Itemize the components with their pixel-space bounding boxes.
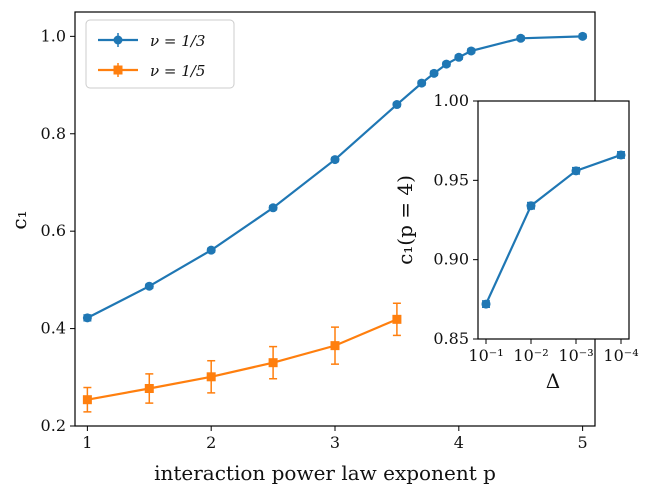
main-x-tick-label: 4: [454, 433, 464, 452]
inset-plot-frame: [477, 100, 630, 340]
main-y-tick-label: 0.4: [41, 319, 66, 338]
data-point: [441, 59, 451, 69]
data-point: [454, 52, 464, 62]
legend-label-series-1: ν = 1/3: [150, 32, 205, 50]
main-x-tick-label: 3: [330, 433, 340, 452]
main-x-axis-label: interaction power law exponent p: [154, 461, 496, 485]
main-y-tick-label: 0.8: [41, 124, 66, 143]
data-point: [82, 313, 92, 323]
inset-data-point: [526, 201, 536, 211]
main-y-ticks: 0.2 0.4 0.6 0.8 1.0: [41, 26, 75, 435]
inset-x-tick-label: 10⁻¹: [468, 346, 503, 365]
inset-y-tick-label: 0.95: [433, 170, 469, 189]
legend-marker-series-1: [113, 35, 123, 45]
main-x-tick-label: 5: [578, 433, 588, 452]
inset-y-tick-label: 1.00: [433, 91, 469, 110]
inset-y-ticks: 0.85 0.90 0.95 1.00: [433, 91, 478, 348]
inset-x-tick-label: 10⁻³: [558, 346, 593, 365]
inset-background: [478, 101, 629, 339]
data-point: [82, 395, 92, 405]
data-point: [206, 372, 216, 382]
inset-series-line: [484, 153, 622, 305]
data-point: [429, 68, 439, 78]
series-line-2: [87, 318, 398, 401]
data-point: [268, 358, 278, 368]
data-point: [206, 245, 216, 255]
main-x-tick-label: 1: [82, 433, 92, 452]
inset-x-tick-label: 10⁻⁴: [603, 346, 638, 365]
data-point: [392, 100, 402, 110]
inset-data-point: [481, 299, 491, 309]
inset-data-point: [616, 150, 626, 160]
data-point: [578, 31, 588, 41]
inset-series: [481, 150, 626, 309]
inset-y-tick-label: 0.85: [433, 329, 469, 348]
inset-data-point: [571, 166, 581, 176]
legend-label-series-2: ν = 1/5: [150, 62, 205, 80]
main-x-ticks: 1 2 3 4 5: [82, 426, 588, 452]
legend-entry-series-1: ν = 1/3: [98, 32, 205, 50]
data-point: [330, 341, 340, 351]
inset-plot: 10⁻¹ 10⁻² 10⁻³ 10⁻⁴ 0.85 0.90 0.95 1.00 Δ c₁(p…: [393, 91, 639, 393]
main-x-tick-label: 2: [206, 433, 216, 452]
inset-x-ticks: 10⁻¹ 10⁻² 10⁻³ 10⁻⁴: [468, 339, 639, 365]
legend-entry-series-2: ν = 1/5: [98, 62, 205, 80]
main-plot: 1 2 3 4 5 0.2 0.4 0.6 0.8 1.0 interaction power …: [7, 11, 596, 485]
main-y-tick-label: 0.2: [41, 416, 66, 435]
inset-y-axis-label: c₁(p = 4): [393, 175, 417, 265]
legend-marker-series-2: [113, 65, 123, 75]
data-point: [466, 46, 476, 56]
main-series: [82, 31, 588, 413]
main-y-axis-label: c₁: [7, 210, 31, 229]
data-point: [330, 155, 340, 165]
inset-x-axis-label: Δ: [546, 369, 560, 393]
legend: ν = 1/3 ν = 1/5: [85, 19, 235, 89]
data-point: [516, 33, 526, 43]
data-point: [268, 203, 278, 213]
inset-x-tick-label: 10⁻²: [513, 346, 548, 365]
data-point: [392, 314, 402, 324]
main-y-tick-label: 0.6: [41, 221, 66, 240]
inset-y-tick-label: 0.90: [433, 250, 469, 269]
data-point: [144, 383, 154, 393]
main-y-tick-label: 1.0: [41, 26, 66, 45]
data-point: [144, 281, 154, 291]
data-point: [417, 78, 427, 88]
